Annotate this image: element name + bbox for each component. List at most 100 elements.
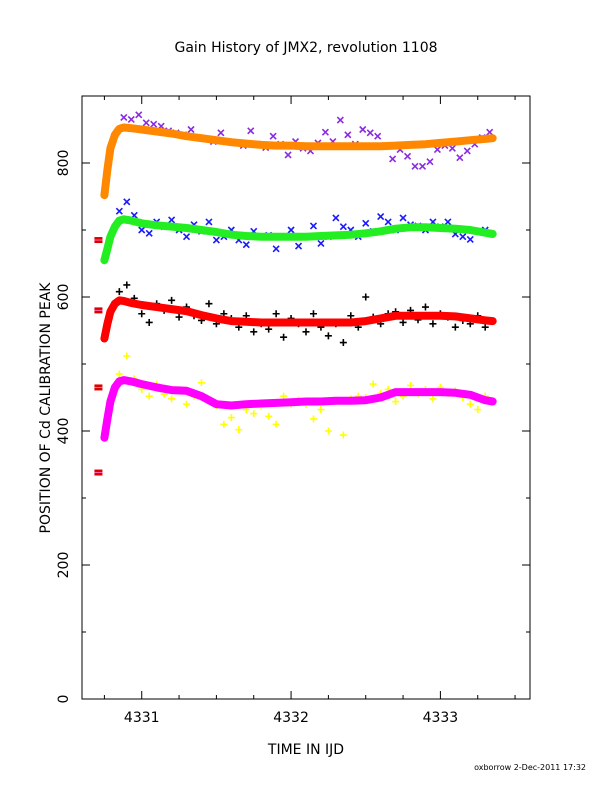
data-point (135, 111, 143, 119)
data-point (324, 332, 332, 340)
y-tick-label: 600 (56, 284, 72, 311)
fit-curve (100, 123, 497, 200)
data-point (115, 370, 123, 378)
data-point (115, 288, 123, 296)
data-point (384, 218, 392, 226)
data-point (111, 384, 118, 391)
data-point (389, 155, 397, 163)
data-point (309, 222, 318, 230)
data-point (107, 233, 114, 240)
data-point (294, 242, 303, 250)
data-point (145, 229, 153, 237)
data-point (466, 235, 474, 243)
data-point (280, 333, 288, 341)
data-point (116, 378, 123, 385)
data-point (101, 335, 108, 342)
data-point (411, 162, 419, 170)
fit-curve (100, 376, 497, 442)
data-point (183, 400, 191, 408)
data-point (418, 162, 427, 170)
data-point (107, 308, 114, 315)
data-point (339, 223, 347, 231)
data-point (104, 166, 111, 173)
data-point (332, 214, 340, 222)
data-point (175, 313, 183, 321)
data-point (115, 207, 123, 215)
data-point (347, 312, 355, 320)
data-point (235, 426, 243, 434)
data-point (444, 218, 452, 226)
data-series (94, 111, 497, 476)
data-point (309, 310, 317, 318)
data-point (104, 415, 111, 422)
data-point (123, 281, 131, 289)
data-point (317, 406, 325, 414)
data-point (217, 129, 225, 137)
data-point (459, 233, 467, 241)
data-point (242, 241, 250, 249)
y-tick-label: 400 (56, 418, 72, 445)
data-point (220, 420, 228, 428)
data-point (150, 120, 158, 128)
data-point (366, 129, 374, 137)
data-point (123, 198, 131, 206)
data-point (101, 434, 108, 441)
data-point (344, 131, 352, 139)
data-point (247, 127, 255, 135)
data-point (429, 395, 437, 403)
data-point (116, 217, 123, 224)
data-point (466, 400, 474, 408)
data-point (321, 128, 329, 136)
data-point (101, 257, 108, 264)
data-point (362, 219, 370, 227)
y-tick-label: 200 (56, 552, 72, 579)
series-1 (100, 123, 497, 200)
data-point (187, 125, 195, 134)
data-point (407, 381, 415, 389)
data-point (463, 147, 471, 155)
plot-frame (81, 95, 531, 700)
data-point (399, 214, 407, 222)
x-tick-label: 4331 (124, 710, 160, 726)
data-point (474, 406, 482, 414)
data-point (168, 216, 176, 224)
data-point (104, 320, 111, 327)
data-point (142, 119, 150, 127)
data-point (182, 233, 191, 241)
data-point (486, 128, 494, 136)
data-point (272, 420, 280, 428)
data-point (421, 303, 429, 311)
data-point (374, 132, 382, 140)
x-tick-label: 4332 (273, 710, 309, 726)
y-tick-label: 800 (56, 150, 72, 177)
data-point (145, 392, 153, 400)
data-point (426, 158, 434, 166)
data-point (269, 132, 277, 140)
data-point (403, 152, 412, 160)
series-8 (94, 237, 103, 476)
data-point (280, 392, 288, 400)
data-point (265, 325, 273, 333)
data-point (101, 192, 108, 199)
y-axis-label: POSITION OF Cd CALIBRATION PEAK (38, 282, 54, 534)
data-point (302, 328, 310, 336)
x-axis-label: TIME IN IJD (267, 742, 344, 758)
data-point (227, 414, 235, 422)
data-point (205, 300, 213, 308)
data-point (212, 236, 220, 244)
data-point (339, 339, 347, 347)
data-point (127, 115, 135, 124)
chart-title: Gain History of JMX2, revolution 1108 (174, 40, 437, 56)
data-point (138, 226, 146, 234)
data-point (399, 318, 407, 326)
data-point (481, 323, 489, 331)
data-point (168, 296, 176, 304)
data-point (250, 328, 258, 336)
data-point (377, 213, 385, 221)
x-tick-label: 4333 (423, 710, 459, 726)
data-point (111, 300, 118, 307)
data-point (123, 352, 131, 360)
data-point (456, 154, 464, 162)
data-point (104, 245, 111, 252)
